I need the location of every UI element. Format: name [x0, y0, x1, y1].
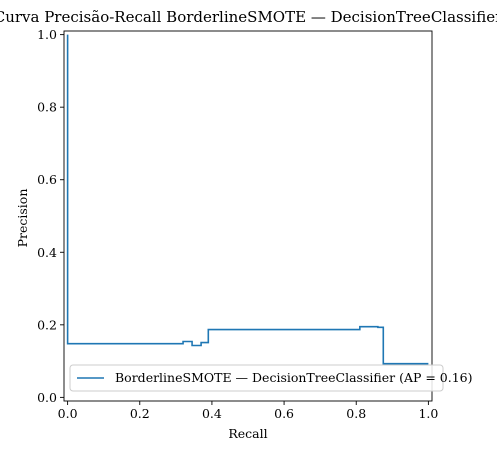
x-axis-ticks: 0.0 0.2 0.4 0.6 0.8 1.0 [58, 401, 438, 421]
x-tick-label: 0.2 [130, 406, 150, 421]
y-tick-label: 0.8 [37, 100, 57, 115]
y-tick-label: 0.2 [37, 317, 57, 332]
x-tick-label: 0.8 [346, 406, 366, 421]
x-axis-label: Recall [228, 426, 267, 441]
y-axis-ticks: 0.0 0.2 0.4 0.6 0.8 1.0 [37, 27, 64, 405]
y-tick-label: 0.0 [37, 390, 57, 405]
x-tick-label: 0.0 [58, 406, 78, 421]
y-tick-label: 1.0 [37, 27, 57, 42]
legend: BorderlineSMOTE — DecisionTreeClassifier… [69, 364, 473, 392]
chart-title: Curva Precisão-Recall BorderlineSMOTE — … [0, 8, 497, 26]
legend-box [69, 364, 444, 392]
x-tick-label: 0.4 [202, 406, 222, 421]
axes-frame [63, 30, 433, 402]
series-line-0 [66, 34, 429, 365]
y-tick-label: 0.6 [37, 172, 57, 187]
x-tick-label: 0.6 [274, 406, 294, 421]
x-tick-label: 1.0 [418, 406, 438, 421]
y-axis-label: Precision [15, 189, 30, 248]
plot-area [63, 30, 433, 402]
y-tick-label: 0.4 [37, 245, 57, 260]
legend-entry-label: BorderlineSMOTE — DecisionTreeClassifier… [115, 370, 473, 385]
